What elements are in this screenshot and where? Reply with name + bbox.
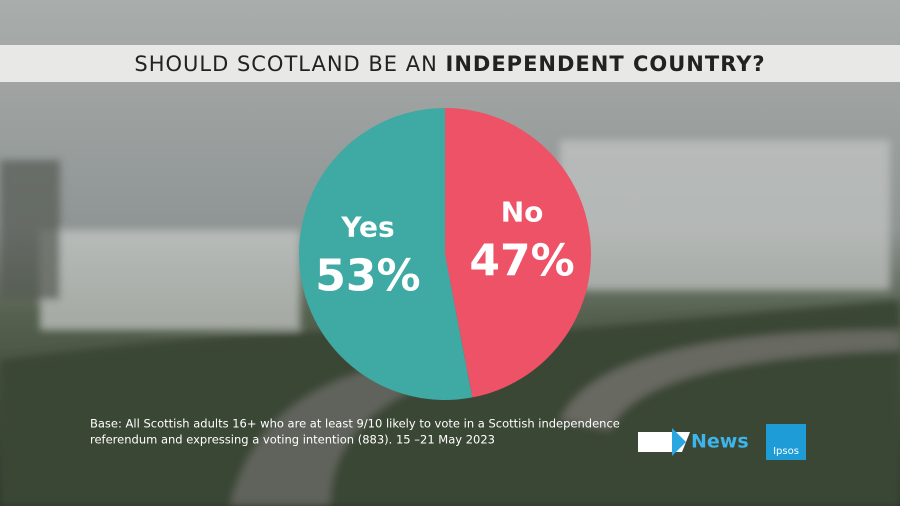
- background-scene: [0, 140, 900, 506]
- pie: Yes 53% No 47%: [298, 108, 591, 400]
- footnote-line: Base: All Scottish adults 16+ who are at…: [90, 417, 620, 431]
- stv-arrow: [672, 428, 686, 456]
- slice-value-label: 53%: [315, 250, 420, 301]
- ipsos-box: [766, 424, 806, 460]
- ipsos-logo: Ipsos: [766, 424, 806, 460]
- footnote-line: referendum and expressing a voting inten…: [90, 433, 495, 447]
- title-part-bold: INDEPENDENT COUNTRY?: [446, 52, 766, 76]
- pie-slice: [445, 108, 591, 398]
- stv-logo: News: [638, 428, 749, 456]
- title-band: [0, 45, 900, 82]
- title-part: SHOULD SCOTLAND BE AN: [134, 52, 437, 76]
- slice-value-label: 47%: [469, 236, 574, 287]
- slice-category: Yes: [340, 210, 394, 243]
- logo-text: Ipsos: [773, 446, 799, 457]
- logo-text: News: [691, 431, 749, 453]
- pie-slice: [298, 108, 473, 400]
- chart-title: SHOULD SCOTLAND BE AN INDEPENDENT COUNTR…: [134, 52, 765, 76]
- slice-category: No: [501, 196, 544, 229]
